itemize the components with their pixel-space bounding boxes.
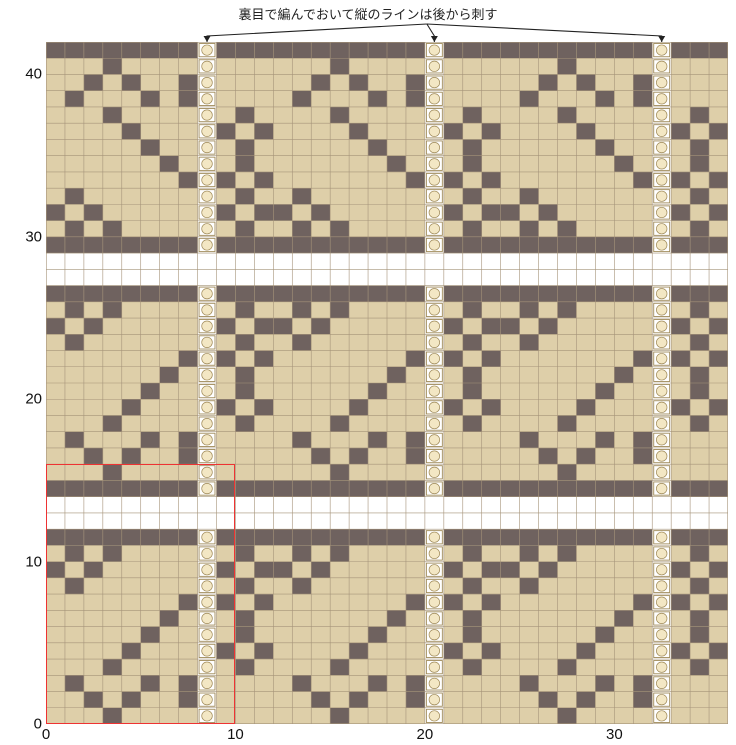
y-tick-label: 10 <box>25 553 42 570</box>
x-tick-label: 0 <box>42 726 50 743</box>
y-tick-label: 20 <box>25 391 42 408</box>
x-tick-label: 10 <box>227 726 244 743</box>
y-tick-label: 30 <box>25 228 42 245</box>
x-tick-label: 20 <box>417 726 434 743</box>
y-tick-label: 40 <box>25 66 42 83</box>
y-tick-label: 0 <box>34 716 42 733</box>
grid-plot-area <box>46 42 728 724</box>
knitting-chart: 裏目で編んでおいて縦のラインは後から刺す 010203040 0102030 <box>0 0 736 745</box>
x-tick-label: 30 <box>606 726 623 743</box>
grid-svg <box>46 42 728 724</box>
